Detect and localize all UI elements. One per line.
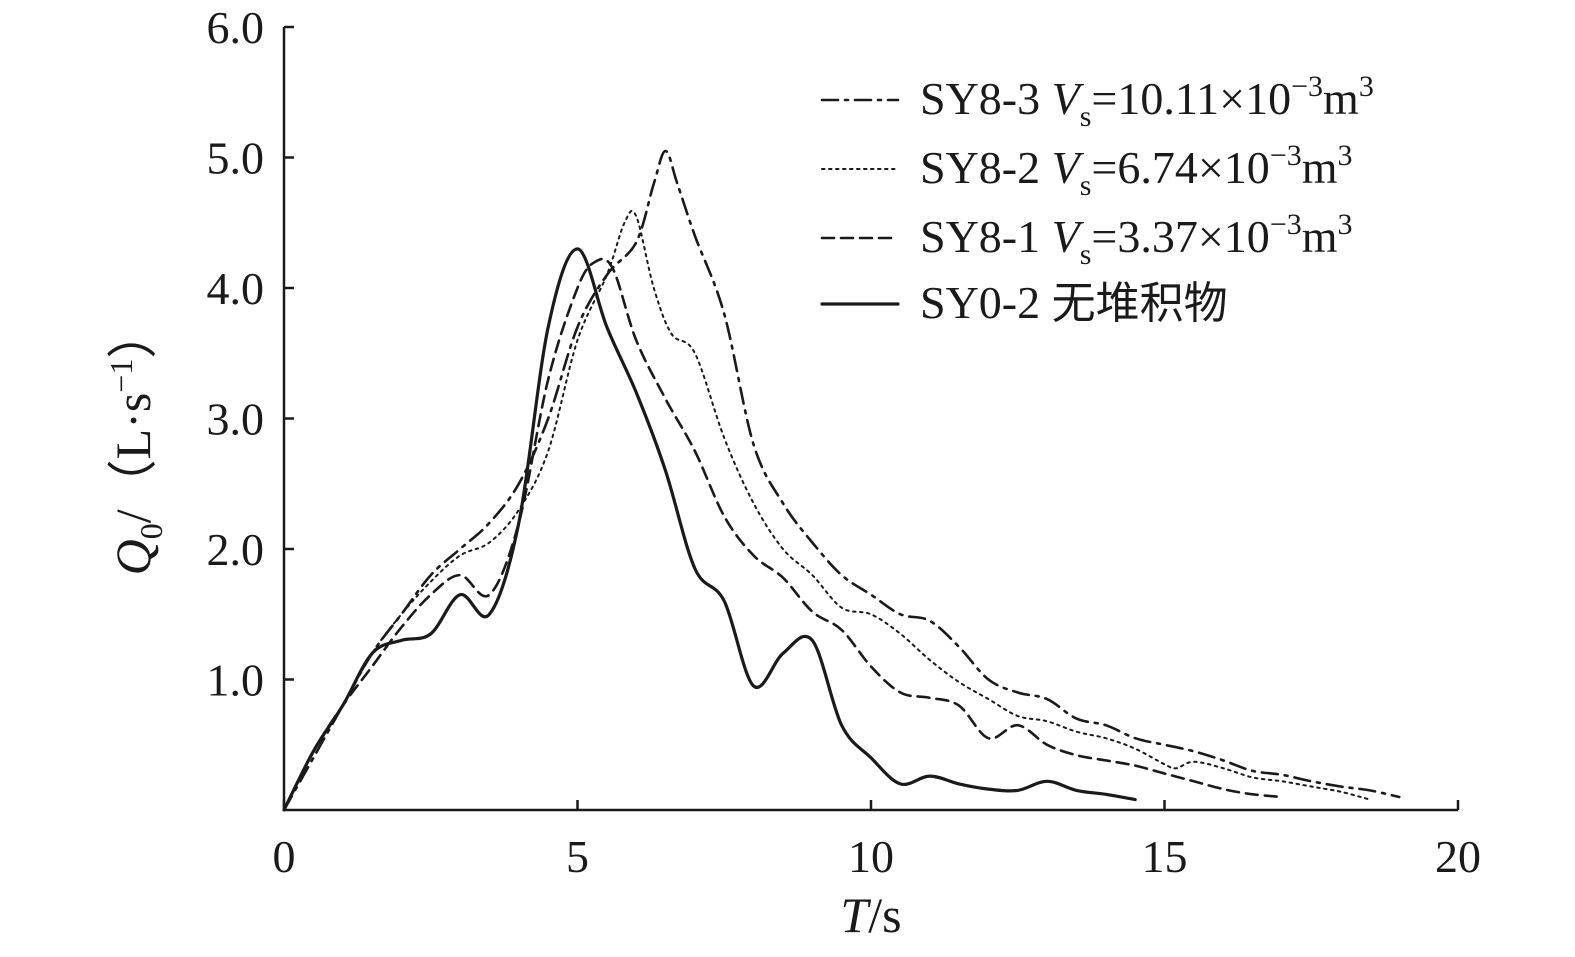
x-axis-label: T/s: [840, 887, 901, 943]
series-line-sy8-2: [283, 209, 1371, 811]
series-line-sy0-2: [282, 247, 1137, 812]
x-tick-label: 0: [273, 831, 296, 882]
legend-label: SY8-2 Vs=6.74×10−3m3: [920, 139, 1353, 202]
y-tick-label: 6.0: [207, 2, 265, 53]
y-tick-label: 4.0: [207, 263, 265, 314]
y-tick-label: 3.0: [207, 394, 265, 445]
x-tick-label: 20: [1435, 831, 1481, 882]
y-tick-label: 1.0: [207, 655, 265, 706]
legend-label: SY0-2 无堆积物: [920, 277, 1228, 329]
x-tick-label: 10: [848, 831, 894, 882]
series-line-sy8-1: [282, 257, 1284, 812]
series-group: [282, 149, 1401, 812]
legend-label: SY8-1 Vs=3.37×10−3m3: [920, 208, 1353, 271]
legend-label: SY8-3 Vs=10.11×10−3m3: [920, 70, 1374, 133]
y-tick-label: 2.0: [207, 524, 265, 575]
x-tick-label: 5: [566, 831, 589, 882]
series-line-sy8-3: [282, 149, 1401, 812]
x-tick-label: 15: [1142, 831, 1188, 882]
axes: 0 5 10 15 20 1.0 2.0 3.0 4.0 5.0 6.0: [207, 2, 1482, 882]
y-tick-label: 5.0: [207, 133, 265, 184]
y-axis-label: Q0/（L·s−1）: [103, 309, 169, 576]
